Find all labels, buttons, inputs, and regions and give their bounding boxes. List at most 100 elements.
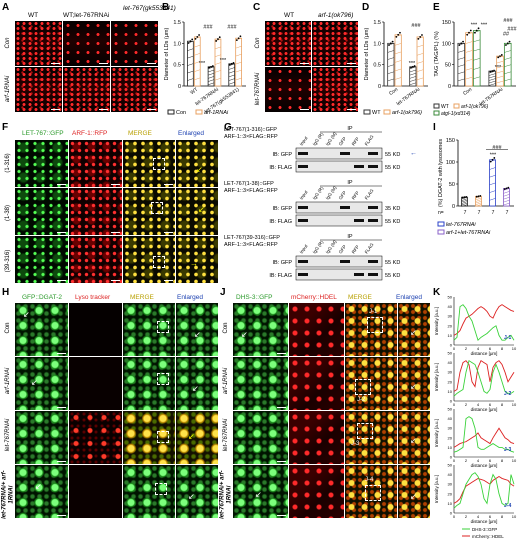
line-gfp <box>453 359 515 397</box>
micrograph-j2-merge: J-2 <box>345 357 397 410</box>
micrograph-f3-gfp <box>15 236 68 283</box>
bar-hatch <box>228 74 235 78</box>
y-tick-label: 50 <box>448 463 453 468</box>
lane-label: GFP <box>338 190 347 200</box>
y-tick-label: 30 <box>448 314 453 319</box>
blot-strip <box>295 147 383 160</box>
bar-hatch <box>214 54 221 57</box>
micrograph-a-rnai-arf <box>63 67 110 112</box>
panel-label-d: D <box>362 2 370 13</box>
significance: ### <box>411 23 421 29</box>
row-label-c-con: Con <box>255 37 261 49</box>
data-point <box>218 36 221 39</box>
blot-band <box>298 206 308 209</box>
bar-hatch <box>187 48 194 51</box>
data-point <box>500 54 503 56</box>
bar-hatch <box>503 194 510 197</box>
row-label-f1: (1-316) <box>5 153 11 173</box>
x-tick-label: 6 <box>489 514 492 519</box>
bar-hatch <box>475 197 482 201</box>
blot-band <box>340 260 350 263</box>
bar-hatch <box>496 60 504 64</box>
data-point <box>475 29 478 32</box>
data-point <box>410 66 412 69</box>
data-point <box>507 186 510 189</box>
y-tick-label: 50 <box>448 351 453 356</box>
bar-hatch <box>214 70 221 73</box>
micrograph-f3-rfp <box>69 236 122 283</box>
bar-hatch <box>208 82 215 86</box>
data-point <box>463 196 466 199</box>
micrograph-h3-enlarged: ↙ <box>176 411 218 464</box>
panel-label-j: J <box>220 287 226 298</box>
significance: *** <box>471 22 478 28</box>
legend-swatch <box>195 109 203 115</box>
bar-hatch <box>465 67 473 71</box>
data-point <box>461 196 464 199</box>
blot-band <box>368 219 378 222</box>
bar-hatch <box>194 53 201 56</box>
legend-swatch <box>363 109 371 115</box>
bar-hatch <box>504 50 512 53</box>
bar-hatch <box>461 201 468 204</box>
micrograph-a-mut-arf <box>111 67 158 112</box>
bar-hatch <box>496 65 504 69</box>
significance: ### <box>492 145 502 151</box>
category-label: WT <box>189 87 199 96</box>
data-point <box>232 62 235 64</box>
blot-strip <box>295 160 383 173</box>
ib-label: IB: GFP <box>272 260 292 266</box>
data-point <box>217 38 219 40</box>
micrograph-c-wt-con <box>265 21 311 66</box>
x-tick-label: 10 <box>512 458 517 463</box>
bar-hatch <box>503 188 510 191</box>
x-tick-label: 10 <box>512 402 517 407</box>
data-point <box>411 65 414 68</box>
micrograph-f1-rfp <box>69 140 122 187</box>
blot-band <box>354 165 364 168</box>
bar-hatch <box>457 50 465 53</box>
y-tick-label: 0 <box>452 204 455 210</box>
ip-label: IP <box>347 126 353 132</box>
data-point <box>458 44 461 46</box>
lane-label: IgG (R) <box>312 239 325 254</box>
x-tick-label: 2 <box>465 346 468 351</box>
data-point <box>477 195 480 198</box>
bar-hatch <box>465 76 473 80</box>
col-header-c-mut: arf-1(ok796) <box>318 12 354 19</box>
x-axis-label: distance [μm] <box>471 351 498 356</box>
y-tick-label: 0 <box>178 84 181 90</box>
y-tick-label: 40 <box>448 416 453 421</box>
category-label: Con <box>462 87 473 97</box>
bar-hatch <box>461 199 468 203</box>
y-tick-label: 10 <box>448 333 453 338</box>
micrograph-f2-rfp <box>69 188 122 235</box>
micrograph-j1-merge: J-1 <box>345 303 397 356</box>
col-header-f1: LET-767::GFP <box>22 130 64 137</box>
lane-label: RFP <box>351 244 360 254</box>
data-point <box>399 31 401 34</box>
bar-hatch <box>489 167 496 170</box>
significance: ## <box>503 32 510 38</box>
micrograph-f2-enlarged: ↙ <box>176 188 218 235</box>
ip-label: IP <box>347 234 353 240</box>
legend-label: arf-1+let-767RNAi <box>446 230 491 236</box>
data-point <box>388 44 390 46</box>
lane-label: GFP <box>338 244 347 254</box>
col-header-f3: MERGE <box>128 130 152 137</box>
blot-title: LET-767(1-316)::GFP <box>224 127 277 133</box>
micrograph-a-wt-con <box>15 21 62 66</box>
data-point <box>491 70 494 72</box>
y-axis-label: Diameter of LDs (μm) <box>364 27 370 80</box>
blot-title: ARF-1::3×FLAG::RFP <box>224 134 278 140</box>
micrograph-h4-lyso <box>69 465 122 518</box>
bar-hatch <box>465 41 473 44</box>
blot-title: ARF-1::3×FLAG::RFP <box>224 242 278 248</box>
micrograph-j3-merge: J-3 <box>345 411 397 464</box>
bar-hatch <box>387 57 395 60</box>
lane-label: IgG (R) <box>312 131 325 146</box>
bar-hatch <box>409 82 417 86</box>
panel-label-i: I <box>433 122 436 133</box>
